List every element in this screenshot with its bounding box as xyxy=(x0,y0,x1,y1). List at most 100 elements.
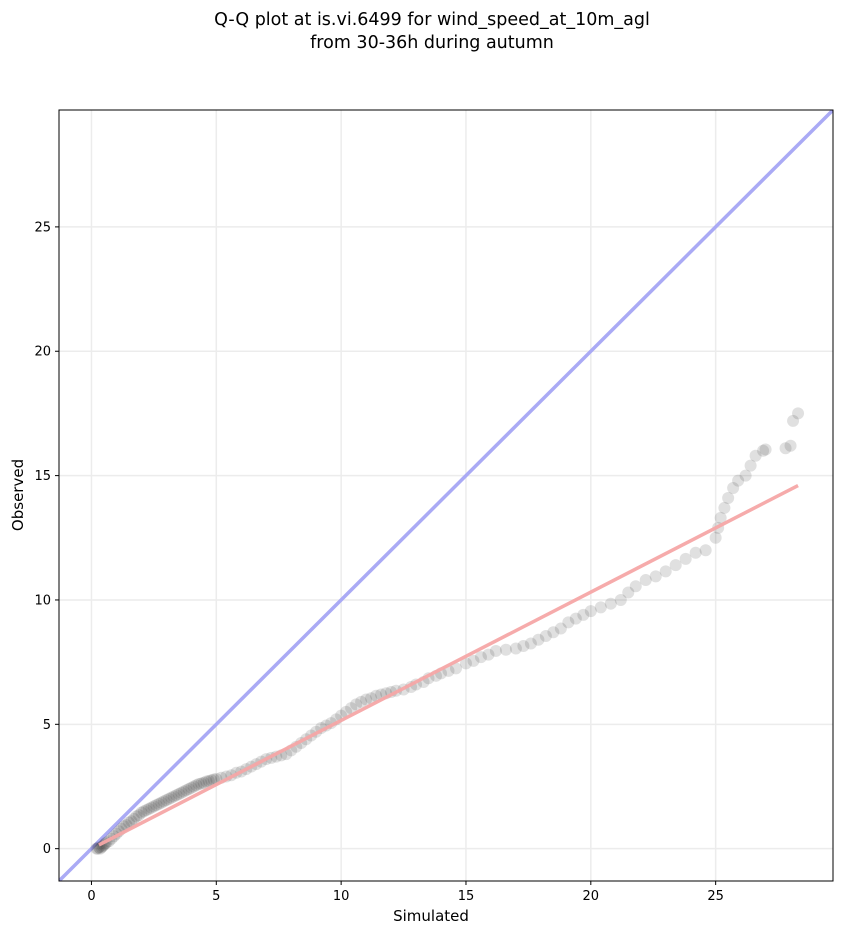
qq-point xyxy=(474,651,487,664)
qq-point xyxy=(639,574,652,587)
x-tick-label-1: 5 xyxy=(212,889,220,904)
qq-point xyxy=(202,775,215,788)
qq-point xyxy=(350,698,363,711)
one-to-one-reference-line xyxy=(59,110,833,881)
qq-point xyxy=(509,642,522,655)
qq-point xyxy=(135,806,148,819)
qq-point xyxy=(482,648,495,661)
qq-point xyxy=(679,552,692,565)
qq-point xyxy=(792,407,805,420)
qq-point xyxy=(727,482,740,495)
qq-point xyxy=(137,805,150,818)
qq-point xyxy=(524,637,537,650)
y-tick-label-0: 0 xyxy=(43,842,51,857)
y-axis-ticks: 0 5 10 15 20 25 xyxy=(34,220,59,857)
plot-area xyxy=(59,110,833,881)
qq-point xyxy=(360,693,373,706)
qq-point xyxy=(562,616,575,629)
scatter-points xyxy=(90,407,805,855)
qq-point xyxy=(195,777,208,790)
qq-point xyxy=(140,804,153,817)
qq-point xyxy=(190,779,203,792)
x-tick-label-4: 20 xyxy=(583,889,600,904)
qq-point xyxy=(172,787,185,800)
x-axis-ticks: 0 5 10 15 20 25 xyxy=(87,881,724,904)
qq-point xyxy=(784,439,797,452)
qq-point xyxy=(205,774,218,787)
qq-point xyxy=(779,442,792,455)
qq-point xyxy=(345,702,358,715)
qq-point xyxy=(145,801,158,814)
y-tick-label-1: 5 xyxy=(43,718,51,733)
qq-point xyxy=(649,570,662,583)
chart-title-line-2: from 30-36h during autumn xyxy=(310,33,554,53)
qq-point xyxy=(757,444,770,457)
qq-point xyxy=(744,459,757,472)
qq-point xyxy=(577,608,590,621)
qq-point xyxy=(187,780,200,793)
qq-point xyxy=(355,695,368,708)
y-axis-label: Observed xyxy=(9,459,27,531)
qq-point xyxy=(170,789,183,802)
qq-point xyxy=(127,812,140,825)
qq-point xyxy=(517,639,530,652)
y-tick-label-5: 25 xyxy=(34,220,51,235)
qq-point xyxy=(569,612,582,625)
qq-point xyxy=(614,593,627,606)
qq-point xyxy=(759,443,772,456)
qq-point xyxy=(180,784,193,797)
y-tick-label-4: 20 xyxy=(34,345,51,360)
qq-point xyxy=(718,501,731,514)
qq-point xyxy=(152,797,165,810)
x-tick-label-3: 15 xyxy=(458,889,475,904)
qq-point xyxy=(94,842,107,855)
qq-point xyxy=(160,794,173,807)
qq-point xyxy=(95,841,108,854)
qq-point xyxy=(125,815,138,828)
qq-point xyxy=(787,414,800,427)
qq-point xyxy=(165,791,178,804)
qq-point xyxy=(150,799,163,812)
fit-line xyxy=(98,483,799,847)
qq-point xyxy=(142,802,155,815)
qq-point xyxy=(167,790,180,803)
qq-point xyxy=(547,626,560,639)
qq-point xyxy=(192,778,205,791)
qq-point xyxy=(132,809,145,822)
qq-point xyxy=(732,474,745,487)
qq-point xyxy=(182,782,195,795)
qq-point xyxy=(370,689,383,702)
x-tick-label-0: 0 xyxy=(87,889,95,904)
y-tick-label-2: 10 xyxy=(34,593,51,608)
qq-point xyxy=(365,692,378,705)
chart-title-line-1: Q-Q plot at is.vi.6499 for wind_speed_at… xyxy=(214,10,650,30)
qq-point xyxy=(175,786,188,799)
qq-point xyxy=(659,565,672,578)
qq-point xyxy=(499,643,512,656)
qq-point xyxy=(459,657,472,670)
qq-point xyxy=(449,662,462,675)
qq-point xyxy=(177,785,190,798)
qq-point xyxy=(749,449,762,462)
qq-point xyxy=(594,601,607,614)
qq-point xyxy=(532,633,545,646)
qq-point xyxy=(185,781,198,794)
qq-point xyxy=(122,816,135,829)
grid-lines xyxy=(59,110,833,881)
qq-point xyxy=(622,586,635,599)
qq-point xyxy=(699,544,712,557)
qq-point xyxy=(709,531,722,544)
qq-point xyxy=(714,511,727,524)
qq-point xyxy=(739,469,752,482)
qq-point xyxy=(689,546,702,559)
qq-point xyxy=(147,800,160,813)
qq-point xyxy=(669,559,682,572)
axes-frame xyxy=(58,109,834,882)
qq-point xyxy=(200,775,213,788)
x-tick-label-5: 25 xyxy=(707,889,724,904)
qq-point xyxy=(197,776,210,789)
qq-point xyxy=(162,792,175,805)
x-tick-label-2: 10 xyxy=(333,889,350,904)
y-tick-label-3: 15 xyxy=(34,469,51,484)
